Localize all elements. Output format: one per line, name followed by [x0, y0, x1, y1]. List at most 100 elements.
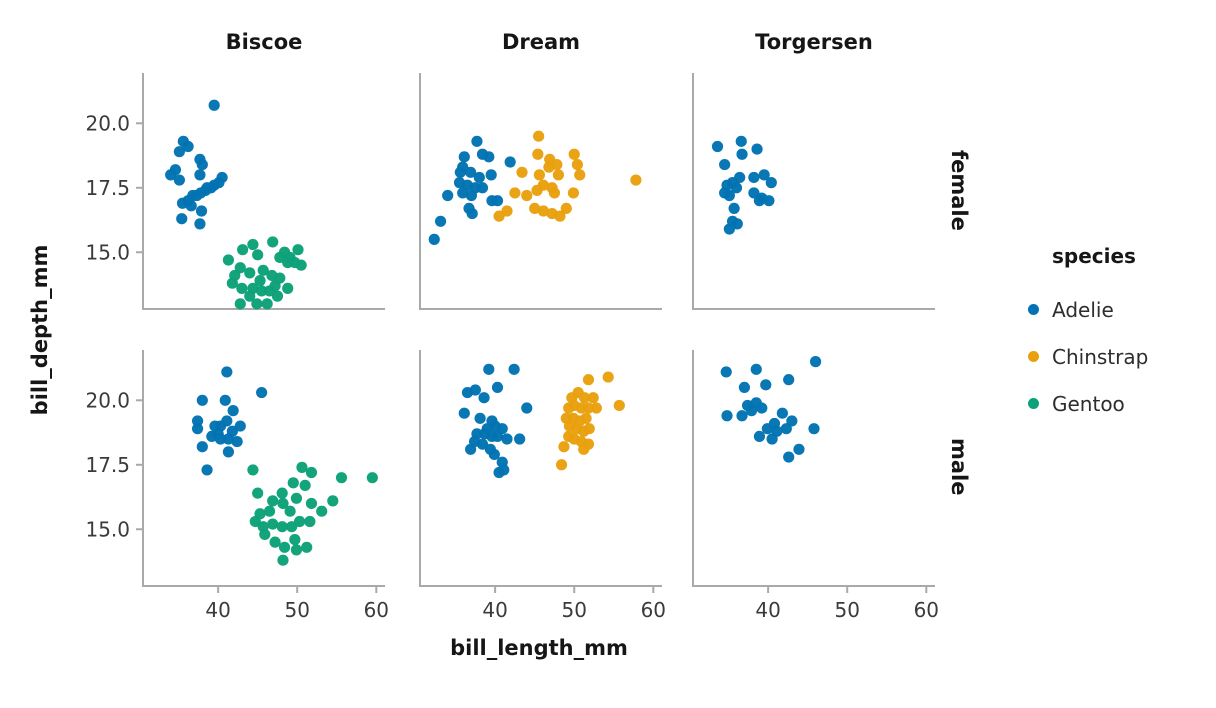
data-point-gentoo	[249, 515, 261, 528]
data-point-adelie	[173, 146, 185, 158]
data-point-adelie	[442, 189, 454, 202]
data-point-adelie	[469, 384, 481, 396]
y-tick-label: 15.0	[85, 517, 130, 541]
data-point-adelie	[711, 140, 724, 153]
data-point-adelie	[745, 405, 758, 417]
data-point-adelie	[756, 402, 768, 414]
data-point-adelie	[760, 379, 772, 391]
data-point-adelie	[491, 430, 504, 443]
data-point-adelie	[721, 410, 733, 422]
x-tick-label: 40	[755, 598, 780, 622]
data-point-chinstrap	[516, 166, 528, 178]
gentoo-swatch-icon	[1028, 398, 1039, 409]
x-axis-title: bill_length_mm	[450, 636, 628, 660]
facet-title-dream: Dream	[501, 30, 581, 54]
data-point-adelie	[201, 464, 213, 476]
data-point-chinstrap	[560, 202, 572, 215]
data-point-gentoo	[327, 495, 339, 507]
data-point-adelie	[182, 140, 194, 153]
data-point-gentoo	[292, 244, 304, 256]
data-point-chinstrap	[578, 443, 590, 455]
data-point-adelie	[221, 415, 233, 427]
data-point-adelie	[720, 366, 732, 378]
data-point-gentoo	[222, 254, 235, 266]
data-point-chinstrap	[568, 148, 580, 160]
data-point-gentoo	[251, 298, 263, 310]
data-point-chinstrap	[602, 371, 614, 383]
data-point-gentoo	[289, 533, 301, 546]
data-point-gentoo	[278, 541, 291, 553]
legend-item-chinstrap: Chinstrap	[1014, 333, 1214, 380]
adelie-swatch-icon	[1028, 304, 1039, 315]
facet-row-label-female: female	[947, 149, 971, 231]
data-point-adelie	[748, 187, 760, 199]
data-point-chinstrap	[558, 441, 570, 453]
data-point-adelie	[731, 218, 743, 230]
data-point-chinstrap	[583, 423, 595, 435]
data-point-gentoo	[252, 249, 264, 261]
data-point-adelie	[222, 446, 235, 458]
data-point-adelie	[476, 182, 489, 194]
data-point-gentoo	[247, 238, 259, 251]
legend: species Adelie Chinstrap Gentoo	[1014, 244, 1214, 427]
data-point-chinstrap	[552, 169, 564, 181]
data-point-chinstrap	[555, 459, 568, 471]
data-point-adelie	[176, 213, 188, 225]
data-point-gentoo	[236, 282, 248, 294]
chinstrap-swatch-icon	[1028, 351, 1039, 362]
data-point-chinstrap	[574, 169, 586, 181]
data-point-adelie	[728, 202, 740, 215]
data-point-chinstrap	[582, 402, 595, 414]
data-point-gentoo	[316, 505, 328, 517]
y-tick-label: 17.5	[85, 176, 130, 200]
data-point-chinstrap	[529, 202, 541, 215]
data-point-adelie	[234, 420, 246, 432]
x-tick-label: 60	[914, 598, 939, 622]
x-tick-label: 50	[834, 598, 859, 622]
data-point-gentoo	[237, 244, 249, 256]
data-point-adelie	[219, 394, 231, 406]
data-point-adelie	[766, 433, 778, 445]
data-point-chinstrap	[548, 187, 561, 199]
data-point-chinstrap	[532, 148, 544, 160]
data-point-adelie	[208, 99, 220, 111]
data-point-adelie	[195, 205, 208, 217]
data-point-adelie	[786, 415, 798, 427]
facet-panel-biscoe-male: 20.0 17.5 15.0 40 50 60	[85, 350, 389, 622]
data-point-adelie	[465, 443, 477, 455]
data-point-gentoo	[274, 251, 286, 264]
facet-panel-biscoe-female: 20.0 17.5 15.0	[85, 73, 385, 310]
data-point-gentoo	[271, 290, 284, 302]
data-point-gentoo	[284, 251, 296, 264]
data-point-adelie	[185, 200, 197, 212]
data-point-gentoo	[284, 505, 296, 517]
y-tick-label: 15.0	[85, 240, 130, 264]
data-point-adelie	[491, 195, 504, 207]
data-point-adelie	[498, 464, 510, 476]
data-point-chinstrap	[587, 392, 599, 404]
data-point-gentoo	[244, 290, 256, 302]
data-point-adelie	[783, 374, 795, 386]
data-point-chinstrap	[590, 402, 602, 414]
data-point-adelie	[473, 171, 485, 184]
data-point-adelie	[458, 407, 470, 419]
data-point-gentoo	[276, 487, 288, 499]
data-point-gentoo	[296, 461, 308, 473]
data-point-gentoo	[259, 528, 271, 541]
data-point-gentoo	[282, 282, 294, 294]
data-point-adelie	[191, 423, 204, 435]
data-point-adelie	[765, 177, 777, 189]
data-point-adelie	[514, 433, 526, 445]
data-point-adelie	[753, 430, 766, 443]
x-tick-label: 50	[284, 598, 309, 622]
data-point-adelie	[465, 189, 478, 202]
data-point-adelie	[466, 207, 478, 220]
data-point-gentoo	[263, 505, 276, 517]
data-point-adelie	[763, 195, 775, 207]
data-point-adelie	[485, 169, 497, 181]
data-point-gentoo	[286, 521, 298, 533]
data-point-adelie	[483, 363, 495, 375]
data-point-adelie	[458, 151, 470, 163]
data-point-adelie	[165, 169, 177, 181]
data-point-adelie	[194, 169, 206, 181]
